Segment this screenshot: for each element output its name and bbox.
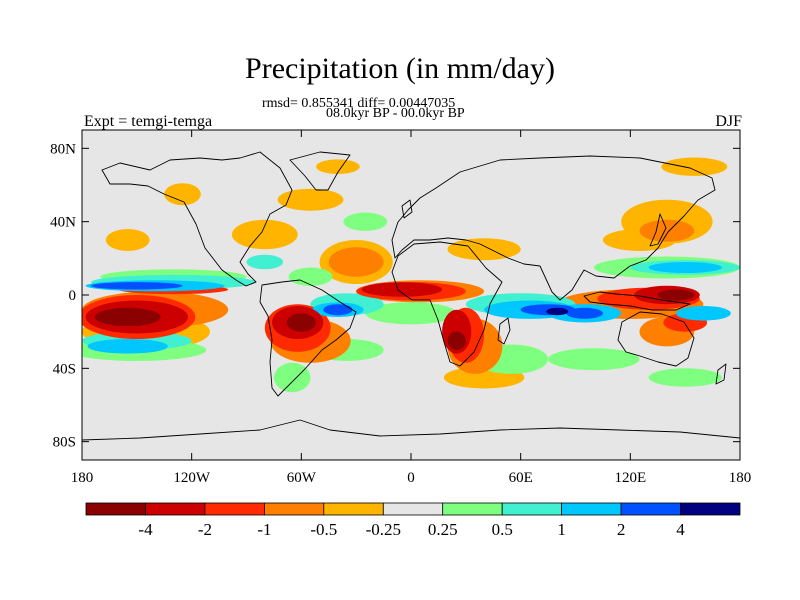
colorbar-label-7: 1 xyxy=(557,520,566,539)
experiment-label: Expt = temgi-temga xyxy=(84,113,213,130)
colorbar-label-3: -0.5 xyxy=(310,520,337,539)
anomaly-region-20 xyxy=(548,348,640,371)
coast-greenland xyxy=(289,151,351,191)
anomaly-region-7 xyxy=(447,238,521,261)
anomaly-region-10 xyxy=(661,157,728,176)
map-axes: 180 120W 60W 0 60E 120E 180 80N 40N 0 40S 80S xyxy=(50,130,751,486)
anomaly-region-18 xyxy=(365,302,457,325)
anomaly-region-37 xyxy=(246,254,284,270)
x-tick-label-4: 60E xyxy=(509,470,533,486)
colorbar-swatch-4 xyxy=(323,502,384,516)
anomaly-region-17 xyxy=(343,212,388,231)
y-tick-label-2: 0 xyxy=(69,288,77,304)
anomaly-region-63 xyxy=(447,331,466,350)
anomaly-region-30 xyxy=(639,219,695,242)
anomaly-region-61 xyxy=(94,307,161,327)
colorbar-label-0: -4 xyxy=(138,520,153,539)
anomaly-region-60 xyxy=(566,307,603,319)
anomaly-region-57 xyxy=(91,282,183,290)
x-tick-label-1: 120W xyxy=(173,470,211,486)
colorbar-swatch-3 xyxy=(263,502,325,516)
colorbar-label-5: 0.25 xyxy=(428,520,458,539)
anomaly-region-4 xyxy=(277,188,344,211)
anomaly-region-62 xyxy=(286,313,316,332)
y-tick-label-0: 80N xyxy=(50,141,76,157)
anomaly-region-12 xyxy=(164,183,201,206)
anomaly-region-23 xyxy=(288,267,333,286)
anomaly-region-31 xyxy=(328,247,384,277)
anomaly-region-59 xyxy=(323,304,353,316)
colorbar-swatch-5 xyxy=(382,502,444,516)
x-tick-label-6: 180 xyxy=(729,470,752,486)
stats-subtitle: rmsd= 0.855341 diff= 0.00447035 xyxy=(262,96,456,111)
coast-japan xyxy=(649,213,667,247)
period-subtitle: 08.0kyr BP - 00.0kyr BP xyxy=(326,106,465,121)
colorbar-label-4: -0.25 xyxy=(366,520,401,539)
anomaly-region-50 xyxy=(676,306,731,321)
anomaly-region-16 xyxy=(273,362,311,393)
colorbar-label-8: 2 xyxy=(617,520,626,539)
coast-south-america xyxy=(259,279,357,397)
coast-africa xyxy=(391,241,503,367)
colorbar-swatch-2 xyxy=(204,502,265,516)
coast-maritime-continent xyxy=(583,291,691,311)
colorbar-label-1: -2 xyxy=(198,520,212,539)
colorbar-swatch-1 xyxy=(145,502,206,516)
colorbar-swatch-7 xyxy=(501,502,563,516)
colorbar-label-2: -1 xyxy=(257,520,271,539)
colorbar-label-6: 0.5 xyxy=(492,520,513,539)
colorbar-swatch-6 xyxy=(442,502,503,516)
colorbar-label-9: 4 xyxy=(676,520,685,539)
x-tick-label-2: 60W xyxy=(287,470,317,486)
anomaly-region-65 xyxy=(546,307,569,316)
coast-north-america xyxy=(101,151,293,287)
coast-australia xyxy=(617,311,695,367)
anomaly-region-21 xyxy=(648,368,722,387)
plot-title: Precipitation (in mm/day) xyxy=(245,52,555,85)
anomaly-region-5 xyxy=(316,159,360,174)
x-tick-label-0: 180 xyxy=(71,470,94,486)
anomaly-region-54 xyxy=(361,282,443,297)
coast-new-zealand xyxy=(715,363,727,385)
anomaly-region-46 xyxy=(87,339,168,354)
coast-britain xyxy=(401,199,413,219)
y-tick-label-3: 40S xyxy=(53,361,76,377)
precip-anomaly-layer xyxy=(82,157,740,393)
y-tick-label-1: 40N xyxy=(50,215,76,231)
season-label: DJF xyxy=(715,113,742,130)
colorbar-swatch-0 xyxy=(85,502,146,516)
anomaly-region-3 xyxy=(231,219,298,250)
anomaly-region-51 xyxy=(648,262,722,273)
colorbar-swatch-10 xyxy=(680,502,741,516)
coast-madagascar xyxy=(497,317,511,345)
colorbar: -4 -2 -1 -0.5 -0.25 0.25 0.5 1 2 4 xyxy=(85,502,741,539)
anomaly-region-64 xyxy=(657,289,695,301)
anomaly-region-2 xyxy=(105,229,150,251)
coast-eurasia xyxy=(391,155,716,301)
colorbar-swatch-9 xyxy=(620,502,681,516)
colorbar-swatch-8 xyxy=(561,502,622,516)
x-tick-label-3: 0 xyxy=(407,470,415,486)
x-tick-label-5: 120E xyxy=(614,470,646,486)
coastlines xyxy=(82,151,740,441)
y-tick-label-4: 80S xyxy=(53,435,76,451)
coast-antarctica xyxy=(82,419,740,441)
